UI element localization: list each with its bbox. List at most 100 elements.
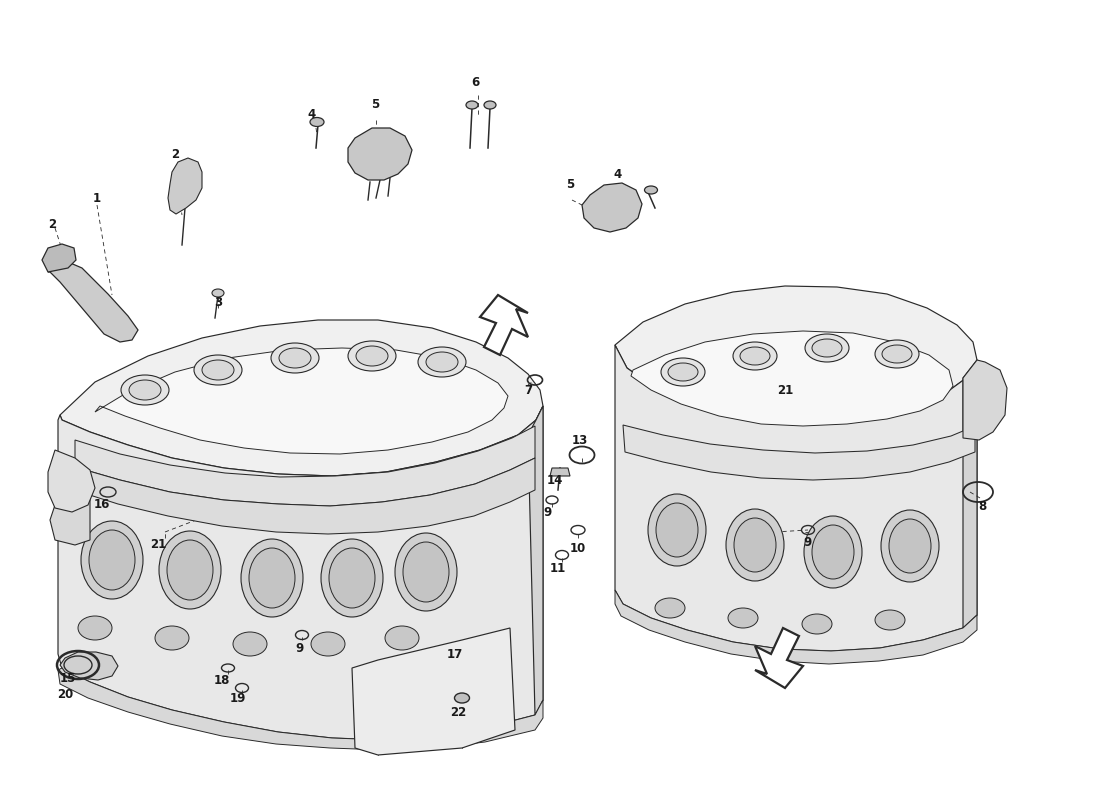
Text: 13: 13: [572, 434, 588, 446]
Ellipse shape: [418, 347, 466, 377]
Polygon shape: [42, 244, 76, 272]
Polygon shape: [631, 331, 953, 426]
Ellipse shape: [155, 626, 189, 650]
Ellipse shape: [321, 539, 383, 617]
Polygon shape: [962, 360, 977, 628]
Ellipse shape: [160, 531, 221, 609]
Ellipse shape: [484, 101, 496, 109]
Ellipse shape: [311, 632, 345, 656]
Ellipse shape: [805, 334, 849, 362]
Ellipse shape: [202, 360, 234, 380]
Text: 9: 9: [804, 535, 812, 549]
Ellipse shape: [212, 289, 224, 297]
Ellipse shape: [241, 539, 302, 617]
Text: 3: 3: [213, 295, 222, 309]
Ellipse shape: [348, 341, 396, 371]
Ellipse shape: [466, 101, 478, 109]
Polygon shape: [60, 320, 543, 476]
Text: 22: 22: [450, 706, 466, 718]
Polygon shape: [75, 426, 535, 506]
Text: 2: 2: [170, 149, 179, 162]
Polygon shape: [348, 128, 412, 180]
Polygon shape: [58, 406, 543, 740]
Ellipse shape: [121, 375, 169, 405]
Ellipse shape: [395, 533, 456, 611]
Polygon shape: [48, 450, 95, 512]
Ellipse shape: [874, 340, 918, 368]
Ellipse shape: [874, 610, 905, 630]
Ellipse shape: [167, 540, 213, 600]
Polygon shape: [623, 425, 975, 480]
Ellipse shape: [804, 516, 862, 588]
Text: 9: 9: [296, 642, 304, 654]
Text: 18: 18: [213, 674, 230, 686]
Ellipse shape: [668, 363, 698, 381]
Text: 9: 9: [543, 506, 552, 518]
Ellipse shape: [271, 343, 319, 373]
Polygon shape: [962, 360, 1006, 440]
Polygon shape: [50, 490, 90, 545]
Text: 1: 1: [92, 191, 101, 205]
Polygon shape: [168, 158, 202, 214]
Ellipse shape: [356, 346, 388, 366]
Ellipse shape: [661, 358, 705, 386]
Ellipse shape: [426, 352, 458, 372]
Ellipse shape: [78, 616, 112, 640]
Ellipse shape: [89, 530, 135, 590]
Polygon shape: [58, 668, 543, 750]
Polygon shape: [95, 348, 508, 454]
Polygon shape: [352, 628, 515, 755]
Ellipse shape: [279, 348, 311, 368]
Ellipse shape: [454, 693, 470, 703]
Ellipse shape: [654, 598, 685, 618]
Ellipse shape: [249, 548, 295, 608]
Ellipse shape: [740, 347, 770, 365]
Ellipse shape: [728, 608, 758, 628]
Text: 7: 7: [524, 383, 532, 397]
Text: 5: 5: [371, 98, 380, 111]
Text: 15: 15: [59, 671, 76, 685]
Ellipse shape: [81, 521, 143, 599]
Ellipse shape: [812, 339, 842, 357]
Ellipse shape: [812, 525, 854, 579]
Text: 2: 2: [48, 218, 56, 231]
Polygon shape: [74, 458, 535, 534]
Text: 14: 14: [547, 474, 563, 486]
Text: 4: 4: [614, 169, 623, 182]
Ellipse shape: [881, 510, 939, 582]
Ellipse shape: [645, 186, 658, 194]
Text: 6: 6: [471, 75, 480, 89]
Text: 17: 17: [447, 649, 463, 662]
Ellipse shape: [403, 542, 449, 602]
Polygon shape: [615, 286, 977, 419]
Ellipse shape: [733, 342, 777, 370]
Text: 21: 21: [777, 383, 793, 397]
Ellipse shape: [194, 355, 242, 385]
Text: 19: 19: [230, 691, 246, 705]
Polygon shape: [615, 345, 977, 651]
Ellipse shape: [734, 518, 776, 572]
Text: 4: 4: [308, 109, 316, 122]
Polygon shape: [60, 652, 118, 680]
Ellipse shape: [385, 626, 419, 650]
Ellipse shape: [233, 632, 267, 656]
Text: 16: 16: [94, 498, 110, 511]
Polygon shape: [550, 468, 570, 476]
Polygon shape: [755, 628, 803, 688]
Ellipse shape: [129, 380, 161, 400]
Ellipse shape: [889, 519, 931, 573]
Ellipse shape: [329, 548, 375, 608]
Ellipse shape: [648, 494, 706, 566]
Polygon shape: [480, 295, 528, 355]
Text: 20: 20: [57, 689, 73, 702]
Ellipse shape: [310, 118, 324, 126]
Ellipse shape: [882, 345, 912, 363]
Text: 5: 5: [565, 178, 574, 191]
Text: 8: 8: [978, 499, 986, 513]
Text: 21: 21: [150, 538, 166, 551]
Text: 10: 10: [570, 542, 586, 554]
Polygon shape: [48, 262, 138, 342]
Ellipse shape: [802, 614, 832, 634]
Ellipse shape: [656, 503, 699, 557]
Polygon shape: [528, 406, 543, 715]
